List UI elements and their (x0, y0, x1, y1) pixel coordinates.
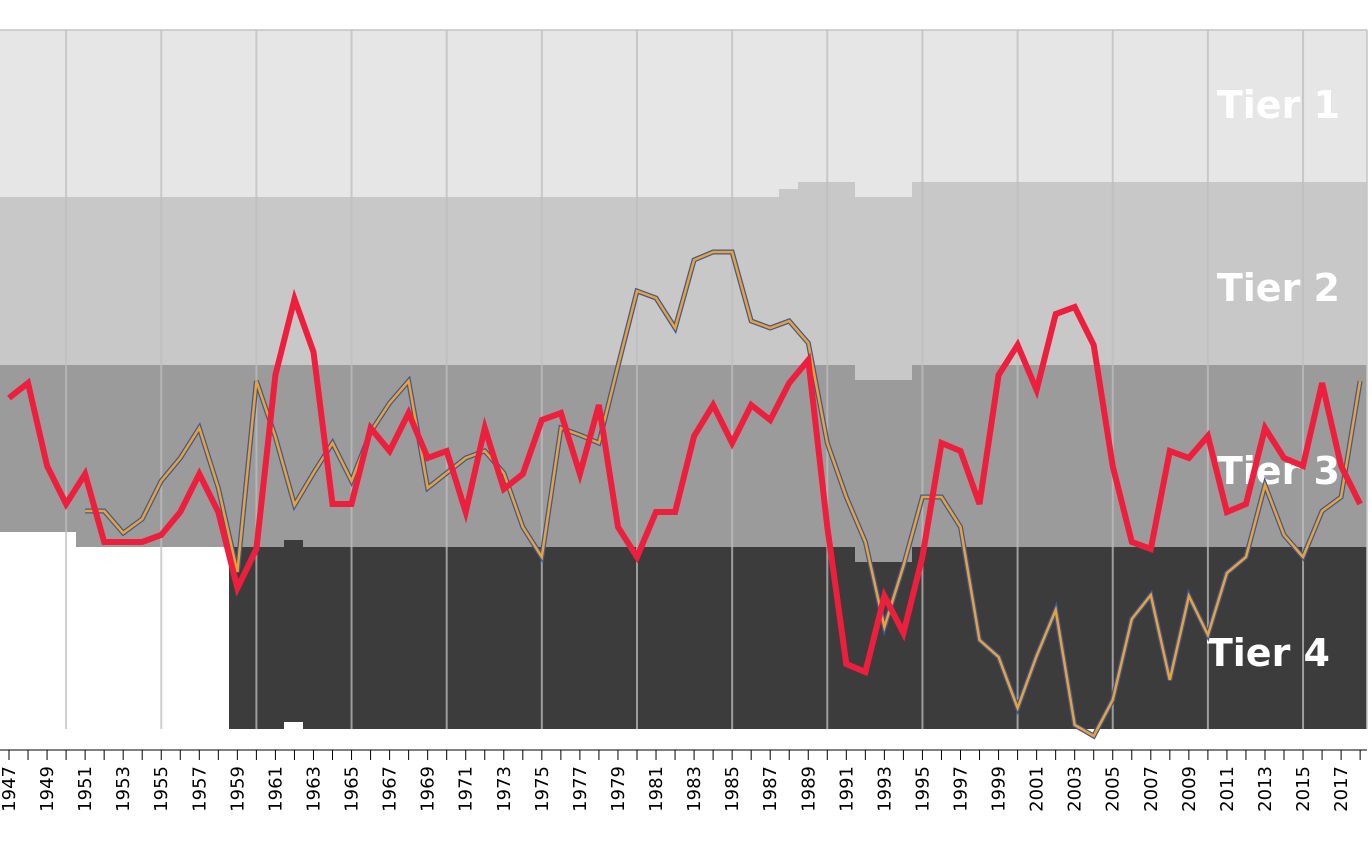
x-tick-label-1949: 1949 (37, 766, 58, 812)
series-0-line (85, 250, 1362, 738)
x-tick-label-1977: 1977 (570, 766, 591, 812)
x-tick-label-2003: 2003 (1065, 766, 1086, 812)
x-tick-label-1981: 1981 (646, 766, 667, 812)
x-tick-label-1951: 1951 (75, 766, 96, 812)
x-tick-label-1967: 1967 (380, 766, 401, 812)
x-tick-label-1983: 1983 (684, 766, 705, 812)
x-tick-label-1975: 1975 (532, 766, 553, 812)
x-tick-label-1961: 1961 (265, 766, 286, 812)
tier-4-label: Tier 4 (1207, 631, 1330, 675)
x-tick-label-1953: 1953 (113, 766, 134, 812)
x-tick-label-2007: 2007 (1141, 766, 1162, 812)
x-tick-label-2015: 2015 (1293, 766, 1314, 812)
tier-3-label: Tier 3 (1217, 449, 1340, 493)
x-tick-label-1947: 1947 (0, 766, 20, 812)
x-tick-label-1987: 1987 (760, 766, 781, 812)
x-tick-label-1963: 1963 (303, 766, 324, 812)
x-tick-label-1997: 1997 (951, 766, 972, 812)
vertical-gridlines (65, 30, 1305, 729)
x-tick-label-2013: 2013 (1255, 766, 1276, 812)
x-tick-label-2011: 2011 (1217, 766, 1238, 812)
x-tick-label-1991: 1991 (836, 766, 857, 812)
x-tick-label-2001: 2001 (1027, 766, 1048, 812)
x-tick-label-1973: 1973 (494, 766, 515, 812)
x-tick-label-1979: 1979 (608, 766, 629, 812)
x-tick-label-2005: 2005 (1103, 766, 1124, 812)
x-tick-label-1957: 1957 (189, 766, 210, 812)
tier-bands (0, 30, 1367, 729)
x-tick-label-1971: 1971 (456, 766, 477, 812)
tier-labels: Tier 1 Tier 2 Tier 3 Tier 4 (1207, 83, 1340, 675)
x-tick-label-2009: 2009 (1179, 766, 1200, 812)
x-tick-label-1993: 1993 (874, 766, 895, 812)
tier-1-band (0, 30, 1367, 197)
x-axis-ticks (8, 750, 1361, 760)
x-tick-label-1995: 1995 (912, 766, 933, 812)
x-tick-label-1969: 1969 (418, 766, 439, 812)
x-tick-label-1959: 1959 (227, 766, 248, 812)
x-tick-label-1965: 1965 (342, 766, 363, 812)
series-1-line (7, 288, 1363, 677)
x-tick-label-1989: 1989 (798, 766, 819, 812)
x-tick-label-1955: 1955 (151, 766, 172, 812)
x-axis-tick-labels: 1947 1949 1951 1953 1955 1957 1959 1961 1963 1965… (0, 766, 1352, 812)
tier-1-label: Tier 1 (1217, 83, 1340, 127)
series-lines (7, 249, 1363, 740)
x-tick-label-2017: 2017 (1331, 766, 1352, 812)
x-tick-label-1985: 1985 (722, 766, 743, 812)
tier-3-band (0, 365, 1367, 562)
x-tick-label-1999: 1999 (989, 766, 1010, 812)
tier-2-band (0, 182, 1367, 380)
tier-4-band (229, 540, 1367, 729)
tier-2-label: Tier 2 (1217, 266, 1340, 310)
